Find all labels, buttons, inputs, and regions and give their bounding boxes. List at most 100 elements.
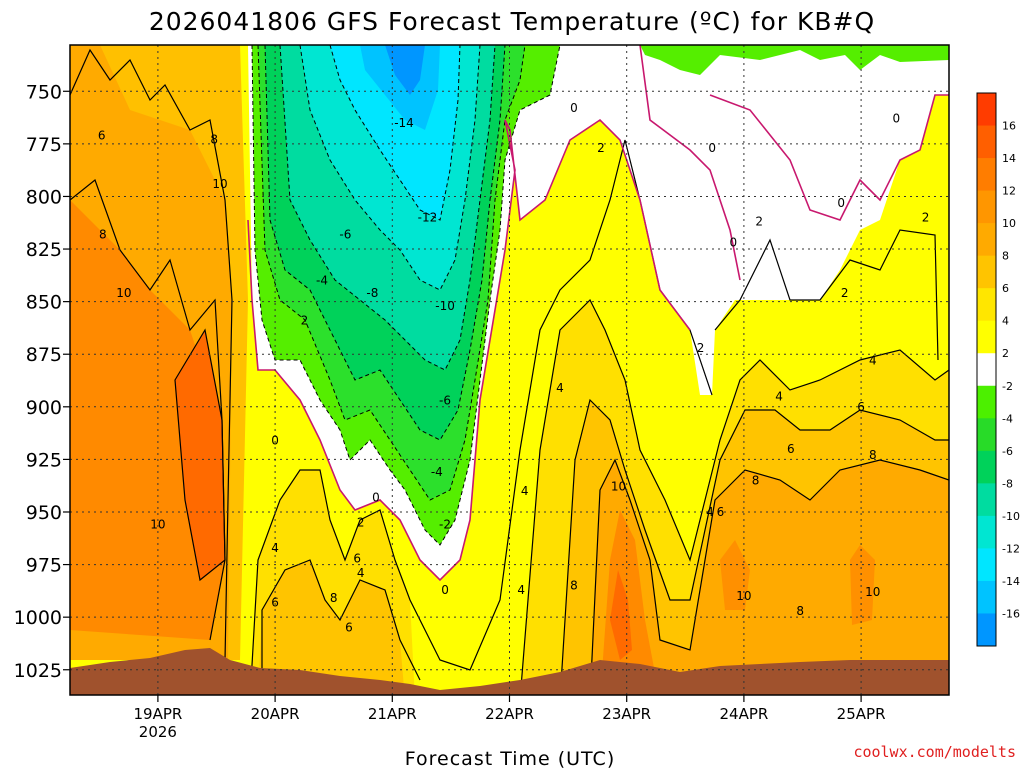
plot-area: [70, 45, 949, 695]
y-tick-label: 1025: [14, 660, 62, 682]
colorbar-swatch: [977, 288, 996, 322]
x-tick-label: 22APR: [485, 705, 534, 723]
contour-label: 8: [210, 133, 218, 147]
contour-label: 2: [841, 286, 849, 300]
contour-label: 4: [357, 566, 365, 580]
x-tick-label: 21APR: [368, 705, 417, 723]
colorbar-label: 6: [1002, 282, 1009, 295]
colorbar-label: -10: [1002, 510, 1020, 523]
contour-label: 8: [570, 579, 578, 593]
credit-link[interactable]: coolwx.com/modelts: [853, 743, 1016, 761]
contour-label: 10: [150, 518, 165, 532]
band-12-east: [610, 570, 632, 660]
contour-label: 6: [345, 621, 353, 635]
contour-label: 0: [892, 112, 900, 126]
colorbar-swatch: [977, 190, 996, 224]
y-tick-label: 925: [26, 449, 62, 471]
contour-label: 2: [697, 341, 705, 355]
colorbar-swatch: [977, 125, 996, 159]
contour-label: 0: [570, 101, 578, 115]
contour-label: 8: [330, 591, 338, 605]
negative-contours: [251, 45, 561, 546]
contour-label: 0: [372, 490, 380, 504]
y-tick-label: 900: [26, 397, 62, 419]
colorbar-label: 4: [1002, 315, 1009, 328]
y-tick-label: 850: [26, 292, 62, 314]
x-tick-label: 20APR: [251, 705, 300, 723]
y-tick-label: 950: [26, 502, 62, 524]
contour-label: 6: [787, 442, 795, 456]
colorbar-swatch: [977, 93, 996, 127]
colorbar-swatch: [977, 548, 996, 582]
y-tick-label: 800: [26, 186, 62, 208]
contour-label: 4: [271, 541, 279, 555]
band-10-east-24apr: [720, 540, 750, 610]
colorbar-swatch: [977, 515, 996, 549]
colorbar-label: -4: [1002, 412, 1013, 425]
contour-label: 4: [517, 583, 525, 597]
x-tick-label: 23APR: [602, 705, 651, 723]
x-tick-label: 19APR: [133, 705, 182, 723]
colorbar-label: 14: [1002, 152, 1016, 165]
y-tick-label: 1000: [14, 607, 62, 629]
colorbar-label: -8: [1002, 477, 1013, 490]
band-10-12-west: [70, 200, 225, 640]
contour-label: 10: [611, 480, 626, 494]
contour-label: 0: [441, 583, 449, 597]
contour-label: 8: [796, 604, 804, 618]
colorbar-swatch: [977, 418, 996, 452]
colorbar-label: 16: [1002, 120, 1016, 133]
contour-label: -14: [394, 116, 414, 130]
band-8-10-east: [590, 460, 949, 695]
contour-label: 8: [869, 448, 877, 462]
colorbar-label: -2: [1002, 380, 1013, 393]
colorbar-frame: [976, 92, 997, 647]
colorbar-label: 8: [1002, 250, 1009, 263]
contour-label: 0: [271, 433, 279, 447]
contour-label: 0: [837, 196, 845, 210]
contour-label: 4: [521, 484, 529, 498]
colorbar-label: 12: [1002, 185, 1016, 198]
colorbar-label: -12: [1002, 542, 1020, 555]
chart-title: 2026041806 GFS Forecast Temperature (ºC)…: [149, 7, 875, 36]
contour-label: 4: [869, 354, 877, 368]
colorbar-label: -6: [1002, 445, 1013, 458]
band-10-east: [600, 510, 660, 695]
contour-label: -2: [439, 518, 451, 532]
y-tick-label: 750: [26, 81, 62, 103]
colorbar-swatch: [977, 613, 996, 647]
band-below-neg16: [385, 45, 425, 95]
grid: [70, 45, 949, 695]
terrain: [70, 648, 949, 695]
contour-label: 6: [98, 128, 106, 142]
colorbar-swatch: [977, 255, 996, 289]
colorbar-label: 2: [1002, 347, 1009, 360]
colorbar-swatch: [977, 320, 996, 354]
colorbar-swatch: [977, 483, 996, 517]
contour-label: 6: [857, 400, 865, 414]
colorbar-swatch: [977, 158, 996, 192]
zero-isotherm: [247, 45, 949, 582]
x-tick-label: 24APR: [719, 705, 768, 723]
y-tick-label: 775: [26, 134, 62, 156]
contour-label: 4: [775, 389, 783, 403]
contour-label: -6: [339, 227, 351, 241]
contour-label: 4: [556, 381, 564, 395]
contour-label: 10: [212, 177, 227, 191]
x-axis-label: Forecast Time (UTC): [405, 748, 615, 768]
contour-label: -4: [431, 465, 443, 479]
contour-label: 2: [597, 141, 605, 155]
contour-label: -8: [366, 286, 378, 300]
contour-label: 2: [755, 215, 763, 229]
contour-label: 10: [116, 286, 131, 300]
contour-label: 6: [717, 505, 725, 519]
contour-label: 6: [271, 595, 279, 609]
contour-label: 0: [708, 141, 716, 155]
colorbar-swatch: [977, 223, 996, 257]
contour-label: 2: [922, 210, 930, 224]
contour-label: 2: [357, 516, 365, 530]
contour-label: 4: [706, 505, 714, 519]
